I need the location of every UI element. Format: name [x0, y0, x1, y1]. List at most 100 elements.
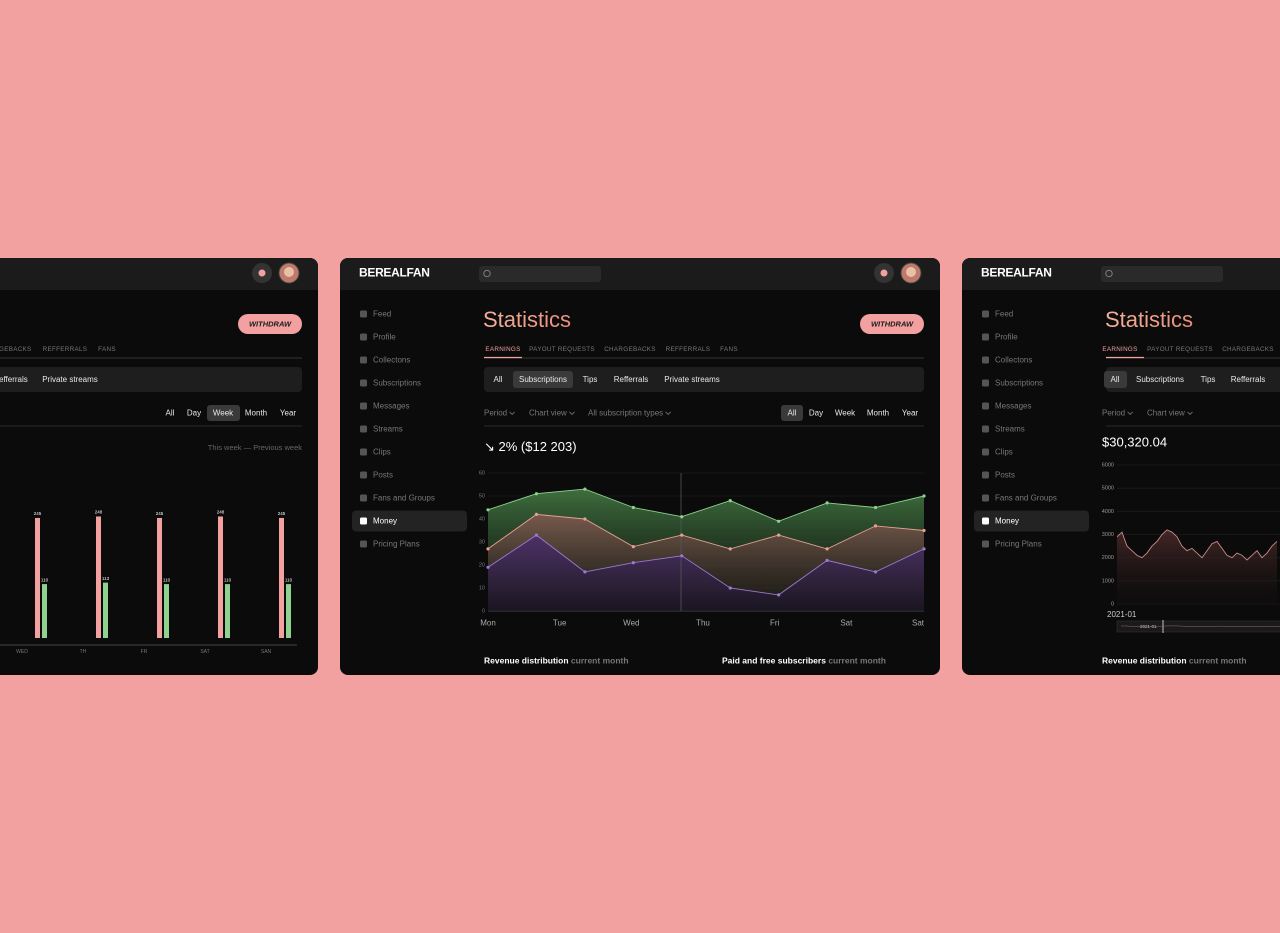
- period-button[interactable]: Year: [902, 409, 919, 418]
- tab[interactable]: REFFERRALS: [43, 346, 88, 353]
- withdraw-button[interactable]: [860, 314, 924, 334]
- sidebar-item[interactable]: Subscriptions: [995, 379, 1043, 388]
- filter-chip[interactable]: Refferrals: [1231, 375, 1266, 384]
- sidebar-item[interactable]: Fans and Groups: [373, 494, 435, 503]
- sidebar-icon: [360, 402, 367, 410]
- sidebar-item[interactable]: Posts: [995, 471, 1015, 480]
- bar: [96, 516, 101, 638]
- x-tick-label: Mon: [480, 619, 496, 628]
- period-button[interactable]: Month: [867, 409, 889, 418]
- tab[interactable]: REFFERRALS: [666, 346, 711, 353]
- avatar-face: [906, 267, 916, 277]
- search-icon: [483, 269, 491, 278]
- y-tick-label: 4000: [1102, 509, 1114, 515]
- sidebar-active: [352, 510, 467, 532]
- sidebar-item[interactable]: Pricing Plans: [995, 540, 1042, 549]
- tab[interactable]: EARNINGS: [485, 346, 520, 353]
- sidebar-item[interactable]: Streams: [373, 425, 403, 434]
- tab[interactable]: PAYOUT REQUESTS: [529, 346, 595, 353]
- x-tick-label: Thu: [696, 619, 710, 628]
- filter-chip[interactable]: Private streams: [664, 375, 720, 384]
- filter-chip[interactable]: Subscriptions: [519, 375, 567, 384]
- period-button[interactable]: All: [788, 409, 797, 418]
- top-bar-base: [340, 274, 940, 290]
- search-box[interactable]: [1101, 266, 1223, 282]
- period-active: [781, 405, 803, 421]
- dropdown[interactable]: Chart view: [1147, 409, 1185, 418]
- sidebar-item[interactable]: Subscriptions: [373, 379, 421, 388]
- tab[interactable]: FANS: [720, 346, 738, 353]
- tab[interactable]: EARNINGS: [1102, 346, 1137, 353]
- sidebar-item[interactable]: Money: [995, 517, 1019, 526]
- sidebar-item[interactable]: Fans and Groups: [995, 494, 1057, 503]
- tab[interactable]: FANS: [98, 346, 116, 353]
- tab[interactable]: GEBACKS: [0, 346, 32, 353]
- period-button[interactable]: Day: [809, 409, 823, 418]
- filter-chip[interactable]: All: [1111, 375, 1120, 384]
- data-point: [534, 492, 539, 496]
- sidebar-icon: [982, 379, 989, 387]
- filter-chip[interactable]: Refferrals: [614, 375, 649, 384]
- footer-title: Paid and free subscribers: [722, 656, 826, 666]
- sidebar-active: [974, 510, 1089, 532]
- sidebar-item[interactable]: Messages: [995, 402, 1031, 411]
- sidebar-icon: [360, 494, 367, 502]
- sidebar-item[interactable]: Feed: [373, 310, 391, 319]
- period-button[interactable]: Day: [187, 409, 201, 418]
- y-tick-label: 2000: [1102, 555, 1114, 561]
- dropdown[interactable]: Period: [484, 409, 507, 418]
- value-label: 110: [41, 577, 49, 582]
- series-area: [1117, 529, 1277, 604]
- filter-bar: [1106, 367, 1280, 392]
- filter-chip[interactable]: Tips: [583, 375, 598, 384]
- dropdown[interactable]: Chart view: [529, 409, 567, 418]
- sidebar-item[interactable]: Money: [373, 517, 397, 526]
- withdraw-label[interactable]: WITHDRAW: [249, 319, 292, 328]
- data-point: [922, 547, 926, 551]
- data-point: [728, 586, 732, 590]
- sidebar-item[interactable]: Posts: [373, 471, 393, 480]
- filter-active: [513, 371, 573, 388]
- withdraw-button[interactable]: [238, 314, 302, 334]
- x-tick-label: Wed: [623, 619, 639, 628]
- dropdown[interactable]: Period: [1102, 409, 1125, 418]
- sidebar-icon: [360, 448, 367, 456]
- sidebar-item[interactable]: Collectons: [995, 356, 1032, 365]
- sidebar-icon: [982, 471, 989, 479]
- series-line: [487, 534, 925, 596]
- filter-chip[interactable]: Subscriptions: [1136, 375, 1184, 384]
- tab[interactable]: CHARGEBACKS: [604, 346, 656, 353]
- period-button[interactable]: All: [166, 409, 175, 418]
- sidebar-item[interactable]: Pricing Plans: [373, 540, 420, 549]
- period-button[interactable]: Week: [213, 409, 234, 418]
- sidebar-item[interactable]: Feed: [995, 310, 1013, 319]
- search-box[interactable]: [479, 266, 601, 282]
- sidebar-item[interactable]: Messages: [373, 402, 409, 411]
- period-button[interactable]: Year: [280, 409, 297, 418]
- withdraw-label[interactable]: WITHDRAW: [871, 319, 914, 328]
- tab[interactable]: PAYOUT REQUESTS: [1147, 346, 1213, 353]
- y-tick-label: 40: [479, 516, 485, 522]
- dropdown[interactable]: All subscription types: [588, 409, 663, 418]
- sidebar-item[interactable]: Clips: [373, 448, 391, 457]
- tab[interactable]: CHARGEBACKS: [1222, 346, 1274, 353]
- data-point: [922, 494, 926, 498]
- period-button[interactable]: Week: [835, 409, 856, 418]
- period-button[interactable]: Month: [245, 409, 267, 418]
- data-point: [534, 533, 539, 537]
- sidebar-item[interactable]: Profile: [995, 333, 1018, 342]
- filter-chip[interactable]: efferrals: [0, 375, 28, 384]
- sidebar-item[interactable]: Profile: [373, 333, 396, 342]
- x-tick-label: Sat: [840, 619, 853, 628]
- sidebar-item[interactable]: Streams: [995, 425, 1025, 434]
- sidebar-icon: [360, 425, 367, 433]
- y-tick-label: 0: [482, 608, 485, 614]
- filter-chip[interactable]: Private streams: [42, 375, 98, 384]
- sidebar-item[interactable]: Collectons: [373, 356, 410, 365]
- filter-chip[interactable]: All: [494, 375, 503, 384]
- x-tick-label: SAT: [200, 649, 209, 655]
- sidebar-icon: [982, 310, 989, 318]
- sidebar-item[interactable]: Clips: [995, 448, 1013, 457]
- footer-note: current month: [1189, 656, 1247, 666]
- filter-chip[interactable]: Tips: [1201, 375, 1216, 384]
